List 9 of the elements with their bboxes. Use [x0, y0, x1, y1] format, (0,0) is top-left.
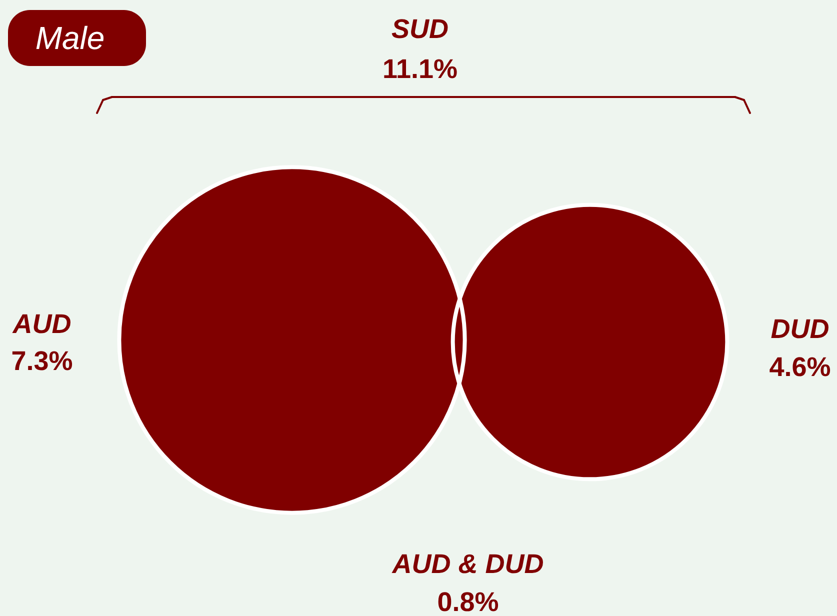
data-label: 0.8% [437, 587, 499, 616]
category-label: AUD & DUD [391, 549, 544, 579]
data-label: 7.3% [11, 346, 73, 376]
text: Male [35, 20, 105, 56]
data-label: 4.6% [769, 352, 831, 382]
data-label: 11.1% [382, 54, 458, 84]
category-label: SUD [391, 14, 449, 44]
category-label: DUD [770, 314, 830, 344]
category-label: AUD [12, 309, 72, 339]
